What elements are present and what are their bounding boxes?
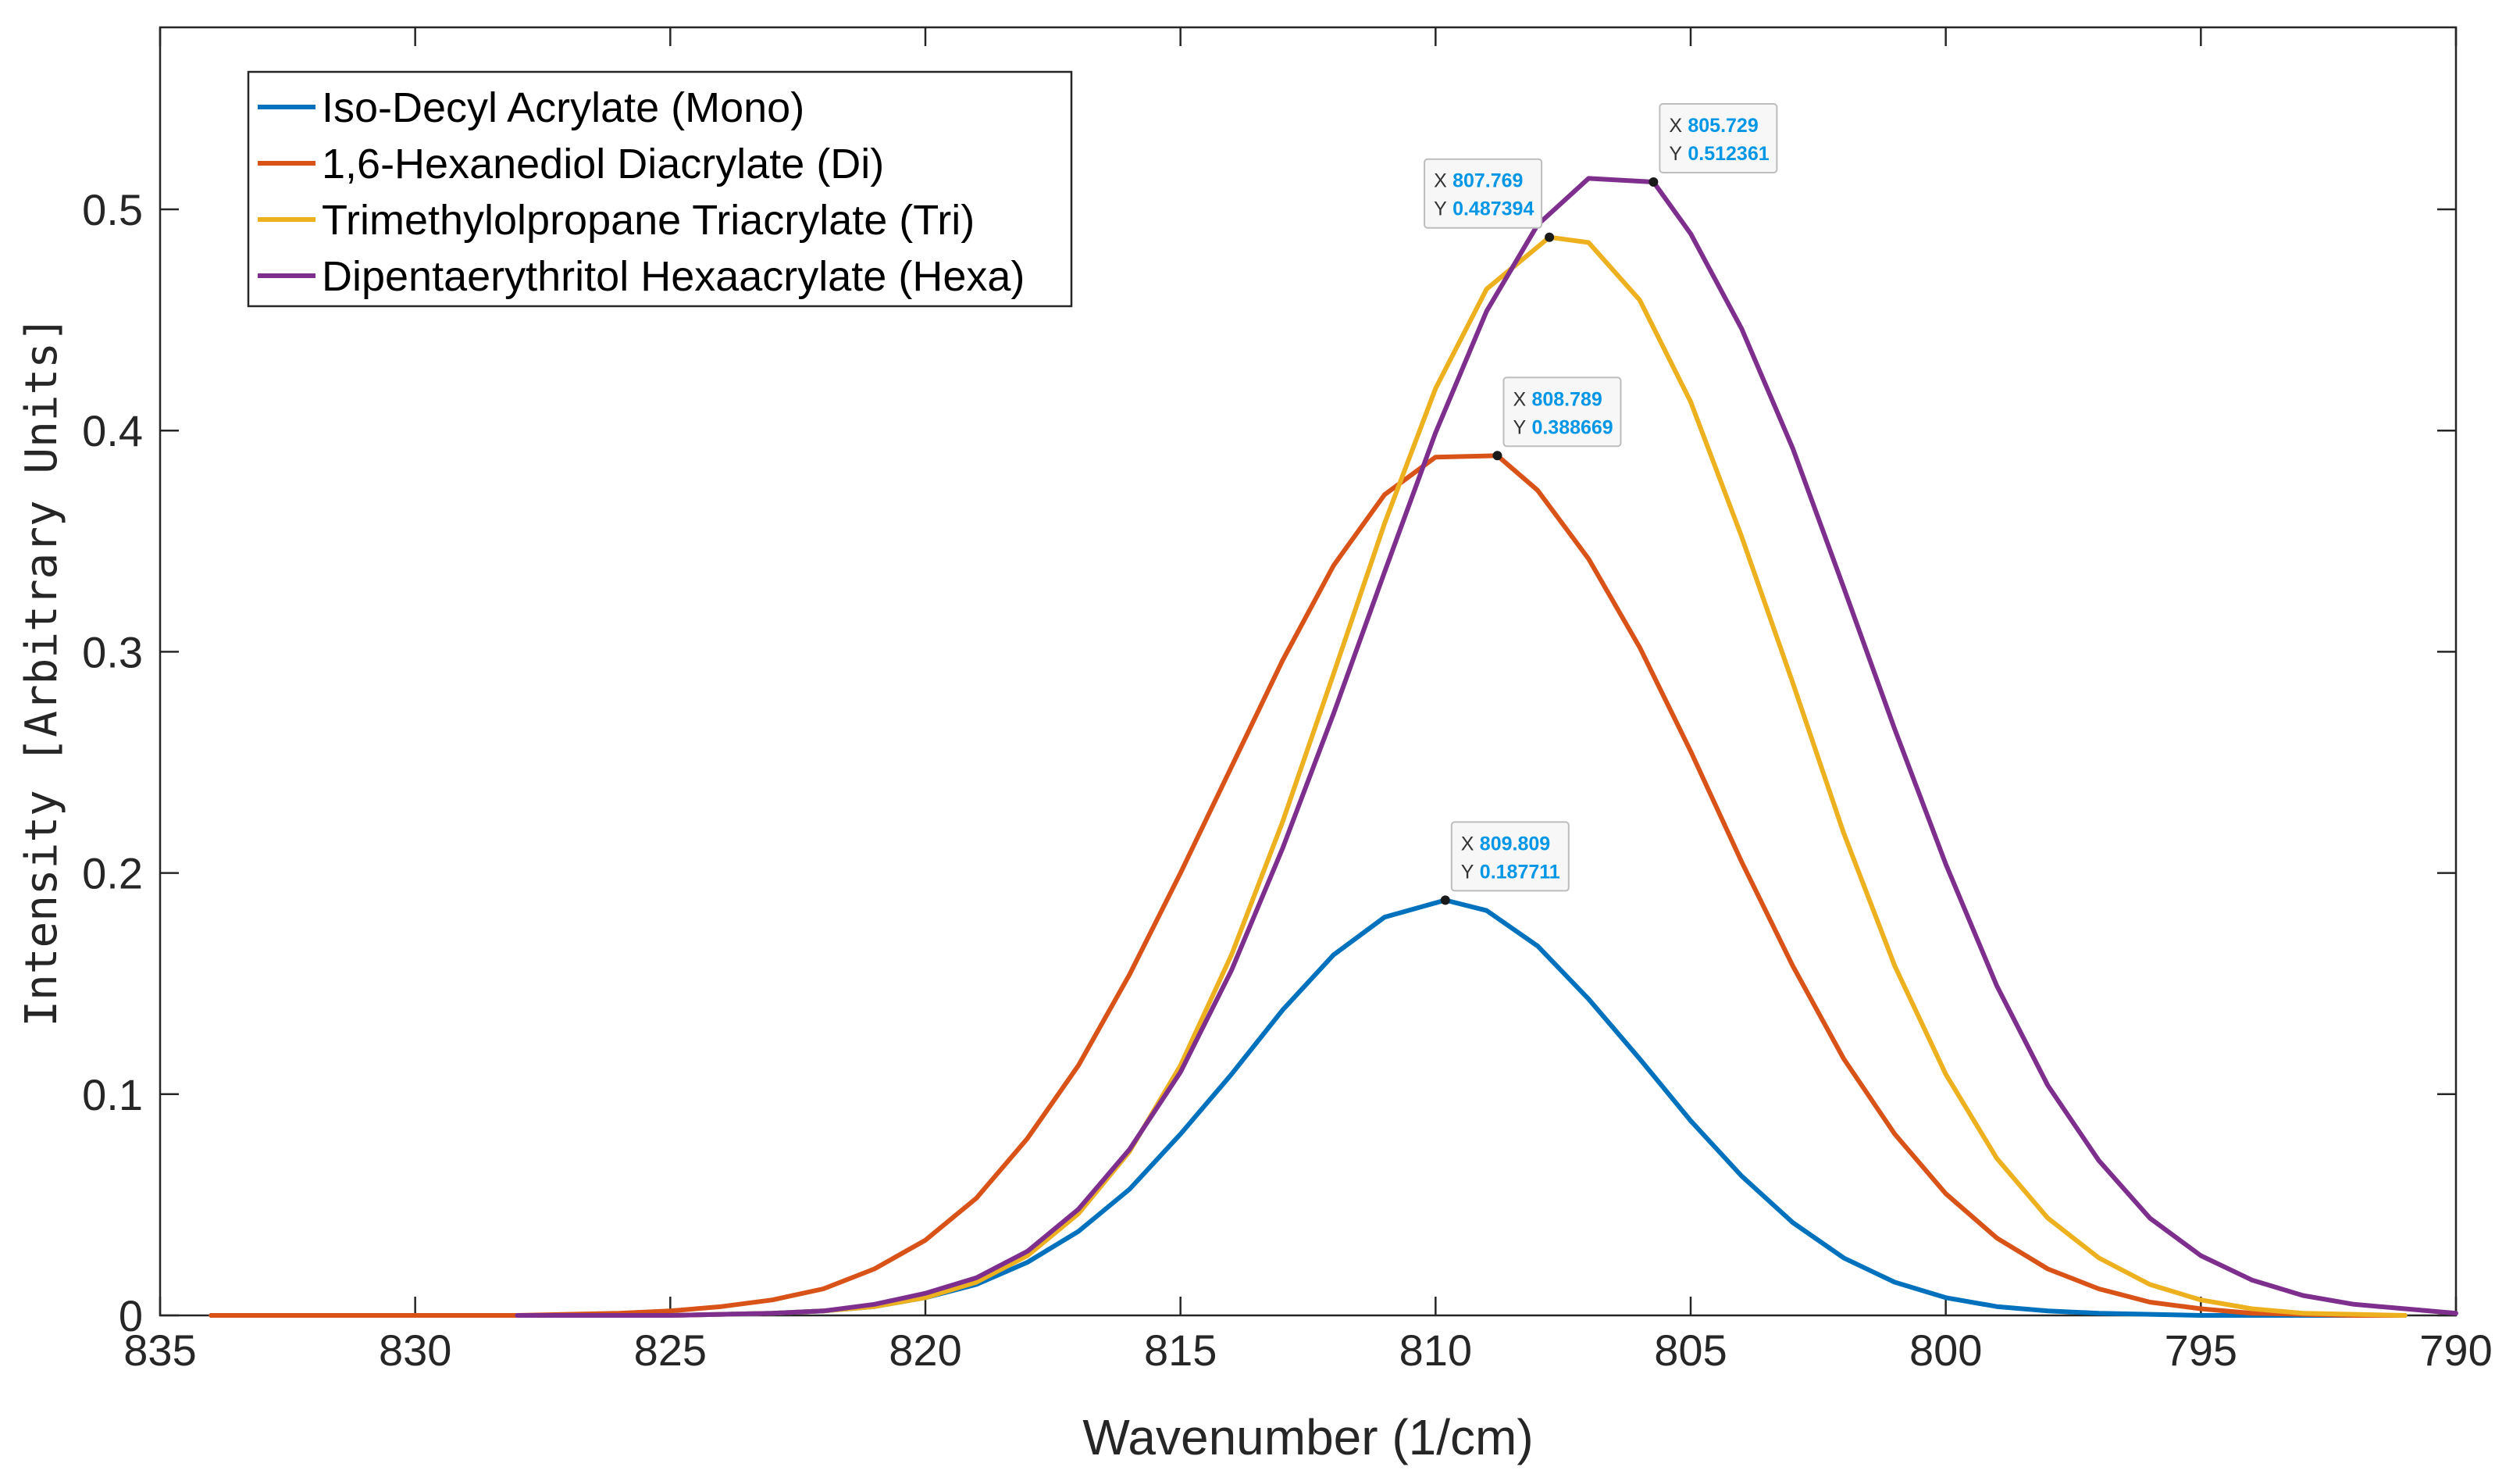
- x-tick-label: 815: [1144, 1326, 1217, 1375]
- y-tick-label: 0.5: [82, 185, 143, 234]
- data-tip-marker: [1492, 451, 1502, 461]
- data-tip-y-value: 0.512361: [1688, 143, 1769, 165]
- legend-label-3: Dipentaerythritol Hexaacrylate (Hexa): [322, 253, 1025, 300]
- data-tip-y-value: 0.187711: [1480, 861, 1560, 883]
- data-tip-box: [1659, 102, 1778, 173]
- data-tip-box: [1424, 158, 1543, 229]
- legend-label-2: Trimethylolpropane Triacrylate (Tri): [322, 197, 975, 244]
- data-tip-box: [1502, 376, 1622, 448]
- y-tick-label: 0.3: [82, 627, 143, 676]
- data-tip-y-key: Y: [1669, 143, 1682, 165]
- x-tick-label: 835: [123, 1326, 196, 1375]
- data-tip-marker: [1440, 895, 1450, 905]
- x-axis: 835 830 825 820 815 810 805 800 795 790: [123, 27, 2493, 1375]
- x-axis-title: Wavenumber (1/cm): [1082, 1409, 1533, 1465]
- data-tip-y-value: 0.487394: [1452, 198, 1534, 220]
- x-tick-label: 830: [379, 1326, 451, 1375]
- series-line-3: [515, 176, 2458, 1318]
- x-tick-label: 790: [2419, 1326, 2492, 1375]
- data-tip-marker: [1545, 232, 1555, 242]
- data-tip-x-value: 807.769: [1452, 170, 1523, 192]
- legend-box: [247, 70, 1073, 308]
- legend-label-0: Iso-Decyl Acrylate (Mono): [322, 84, 804, 131]
- data-tip-y-key: Y: [1461, 861, 1474, 883]
- data-tip-x-key: X: [1669, 115, 1682, 137]
- data-tip-x-key: X: [1513, 388, 1526, 410]
- data-tip-y-value: 0.388669: [1531, 416, 1613, 438]
- y-tick-label: 0: [119, 1291, 143, 1340]
- data-tip-y-key: Y: [1513, 416, 1526, 438]
- y-axis-title: Intensity [Arbitrary Units]: [16, 316, 67, 1026]
- data-tip-x-value: 808.789: [1531, 388, 1602, 410]
- x-tick-label: 795: [2165, 1326, 2237, 1375]
- data-tip-marker: [1649, 177, 1659, 187]
- x-tick-label: 800: [1909, 1326, 1982, 1375]
- data-tip-x-value: 809.809: [1480, 833, 1550, 855]
- data-tip-x-key: X: [1461, 833, 1474, 855]
- data-tip-box: [1450, 821, 1570, 892]
- x-tick-label: 810: [1399, 1326, 1472, 1375]
- data-tip-y-key: Y: [1434, 198, 1447, 220]
- y-tick-label: 0.2: [82, 849, 143, 898]
- y-tick-label: 0.1: [82, 1070, 143, 1119]
- x-tick-label: 805: [1654, 1326, 1727, 1375]
- series-line-1: [209, 453, 2408, 1318]
- y-tick-label: 0.4: [82, 406, 143, 455]
- legend-label-1: 1,6-Hexanediol Diacrylate (Di): [322, 141, 884, 187]
- legend: Iso-Decyl Acrylate (Mono) 1,6-Hexanediol …: [247, 70, 1073, 308]
- data-tip-x-key: X: [1434, 170, 1447, 192]
- x-tick-label: 820: [889, 1326, 961, 1375]
- data-tip: X 805.729 Y 0.512361: [1649, 102, 1778, 187]
- y-axis: 0 0.1 0.2 0.3 0.4 0.5: [82, 185, 2456, 1340]
- data-tip-x-value: 805.729: [1688, 115, 1758, 137]
- data-tip: X 809.809 Y 0.187711: [1440, 821, 1570, 905]
- x-tick-label: 825: [634, 1326, 707, 1375]
